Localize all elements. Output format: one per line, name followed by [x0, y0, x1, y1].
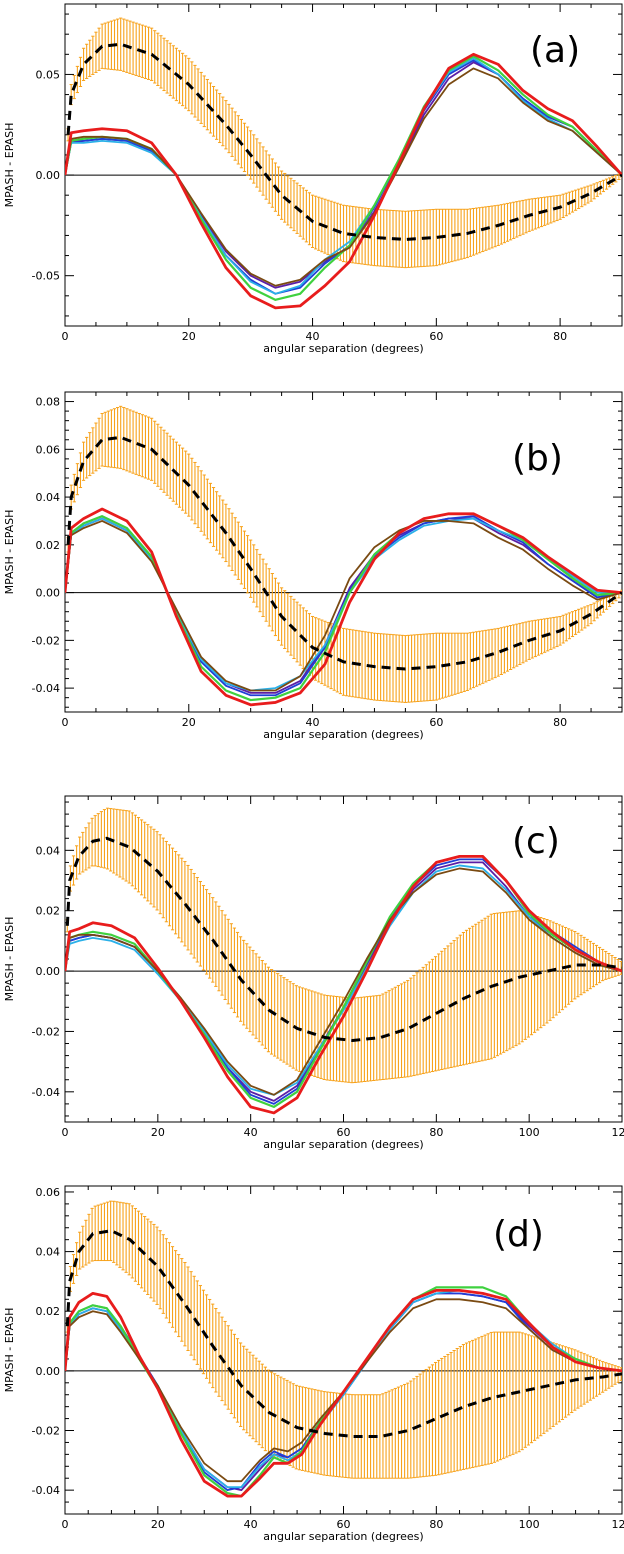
x-tick-label: 0 [62, 716, 69, 729]
y-tick-label: 0.00 [36, 169, 61, 182]
x-axis-title: angular separation (degrees) [263, 342, 423, 355]
plot-area [65, 807, 622, 1115]
y-axis-title: MPASH - EPASH [3, 1308, 16, 1393]
x-tick-label: 80 [429, 1518, 443, 1531]
x-tick-label: 80 [553, 716, 567, 729]
y-tick-label: 0.04 [36, 491, 61, 504]
y-tick-label: -0.02 [32, 1025, 60, 1038]
x-tick-label: 60 [337, 1126, 351, 1139]
series-line-3 [65, 864, 622, 1096]
y-tick-label: 0.08 [36, 396, 61, 409]
error-bars [66, 17, 622, 269]
y-tick-label: 0.04 [36, 844, 61, 857]
panel-label: (b) [512, 438, 563, 479]
y-tick-label: 0.06 [36, 443, 61, 456]
y-tick-label: 0.00 [36, 587, 61, 600]
x-tick-label: 40 [306, 716, 320, 729]
x-tick-label: 40 [244, 1518, 258, 1531]
y-axis-title: MPASH - EPASH [3, 510, 16, 595]
y-tick-label: 0.02 [36, 1305, 61, 1318]
series-line-6 [65, 52, 622, 310]
chart-panel-3: 0 20 40 60 80 100 120 -0.04 -0.02 0.00 0.02 0.04 ang… [3, 795, 624, 1151]
y-tick-label: -0.04 [32, 1484, 60, 1497]
y-tick-label: -0.04 [32, 682, 60, 695]
y-tick-label: 0.02 [36, 905, 61, 918]
x-tick-label: 60 [337, 1518, 351, 1531]
y-tick-label: -0.04 [32, 1086, 60, 1099]
x-tick-label: 120 [612, 1518, 624, 1531]
x-tick-label: 20 [182, 716, 196, 729]
series-line-6 [65, 1288, 622, 1498]
series-line-5 [65, 67, 622, 287]
series-line-5 [65, 867, 622, 1096]
series-line-6 [65, 854, 622, 1115]
plot-area [65, 17, 622, 310]
x-tick-label: 60 [429, 330, 443, 343]
chart-panel-2: 0 20 40 60 80 -0.04 -0.02 0.00 0.02 0.04 0.06 0.08 a… [3, 391, 623, 741]
x-tick-label: 0 [62, 1126, 69, 1139]
y-tick-label: -0.02 [32, 634, 60, 647]
panel-label: (c) [512, 821, 560, 862]
x-tick-label: 60 [429, 716, 443, 729]
series-line-3 [65, 1289, 622, 1489]
series-line-4 [65, 855, 622, 1109]
panel-label: (d) [493, 1214, 544, 1255]
plot-area [65, 405, 622, 707]
x-tick-label: 100 [519, 1126, 540, 1139]
mean-dashed-line [66, 42, 622, 241]
mean-dashed-line [65, 1229, 622, 1438]
y-tick-label: -0.02 [32, 1425, 60, 1438]
x-tick-label: 100 [519, 1518, 540, 1531]
y-axis-title: MPASH - EPASH [3, 917, 16, 1002]
x-tick-label: 40 [244, 1126, 258, 1139]
series-line-2 [65, 59, 622, 295]
chart-panel-1: 0 20 40 60 80 -0.05 0.00 0.05 angular separation… [3, 3, 623, 355]
y-tick-label: 0.05 [36, 68, 61, 81]
x-tick-label: 20 [151, 1126, 165, 1139]
series-line-6 [65, 507, 622, 707]
y-tick-label: 0.00 [36, 1365, 61, 1378]
x-tick-label: 80 [429, 1126, 443, 1139]
series-line-4 [65, 55, 622, 301]
mean-dashed-line [66, 435, 622, 671]
series-line-2 [65, 858, 622, 1105]
x-axis-title: angular separation (degrees) [263, 1530, 423, 1543]
x-axis-title: angular separation (degrees) [263, 728, 423, 741]
panel-label: (a) [530, 30, 580, 71]
x-tick-label: 20 [182, 330, 196, 343]
x-tick-label: 120 [612, 1126, 624, 1139]
y-tick-label: -0.05 [32, 270, 60, 283]
x-tick-label: 80 [553, 330, 567, 343]
y-tick-label: 0.02 [36, 539, 61, 552]
series-line-5 [65, 1298, 622, 1483]
x-tick-label: 40 [306, 330, 320, 343]
y-tick-label: 0.06 [36, 1186, 61, 1199]
series-line-5 [65, 520, 622, 692]
x-tick-label: 0 [62, 330, 69, 343]
chart-panel-4: 0 20 40 60 80 100 120 -0.04 -0.02 0.00 0.02 0.04 0.0… [3, 1185, 624, 1543]
series-line-1 [65, 861, 622, 1102]
x-tick-label: 0 [62, 1518, 69, 1531]
x-axis-title: angular separation (degrees) [263, 1138, 423, 1151]
y-tick-label: 0.04 [36, 1246, 61, 1259]
y-axis-title: MPASH - EPASH [3, 123, 16, 208]
x-tick-label: 20 [151, 1518, 165, 1531]
mean-dashed-line [65, 836, 622, 1043]
y-tick-label: 0.00 [36, 965, 61, 978]
plot-area [65, 1200, 622, 1498]
